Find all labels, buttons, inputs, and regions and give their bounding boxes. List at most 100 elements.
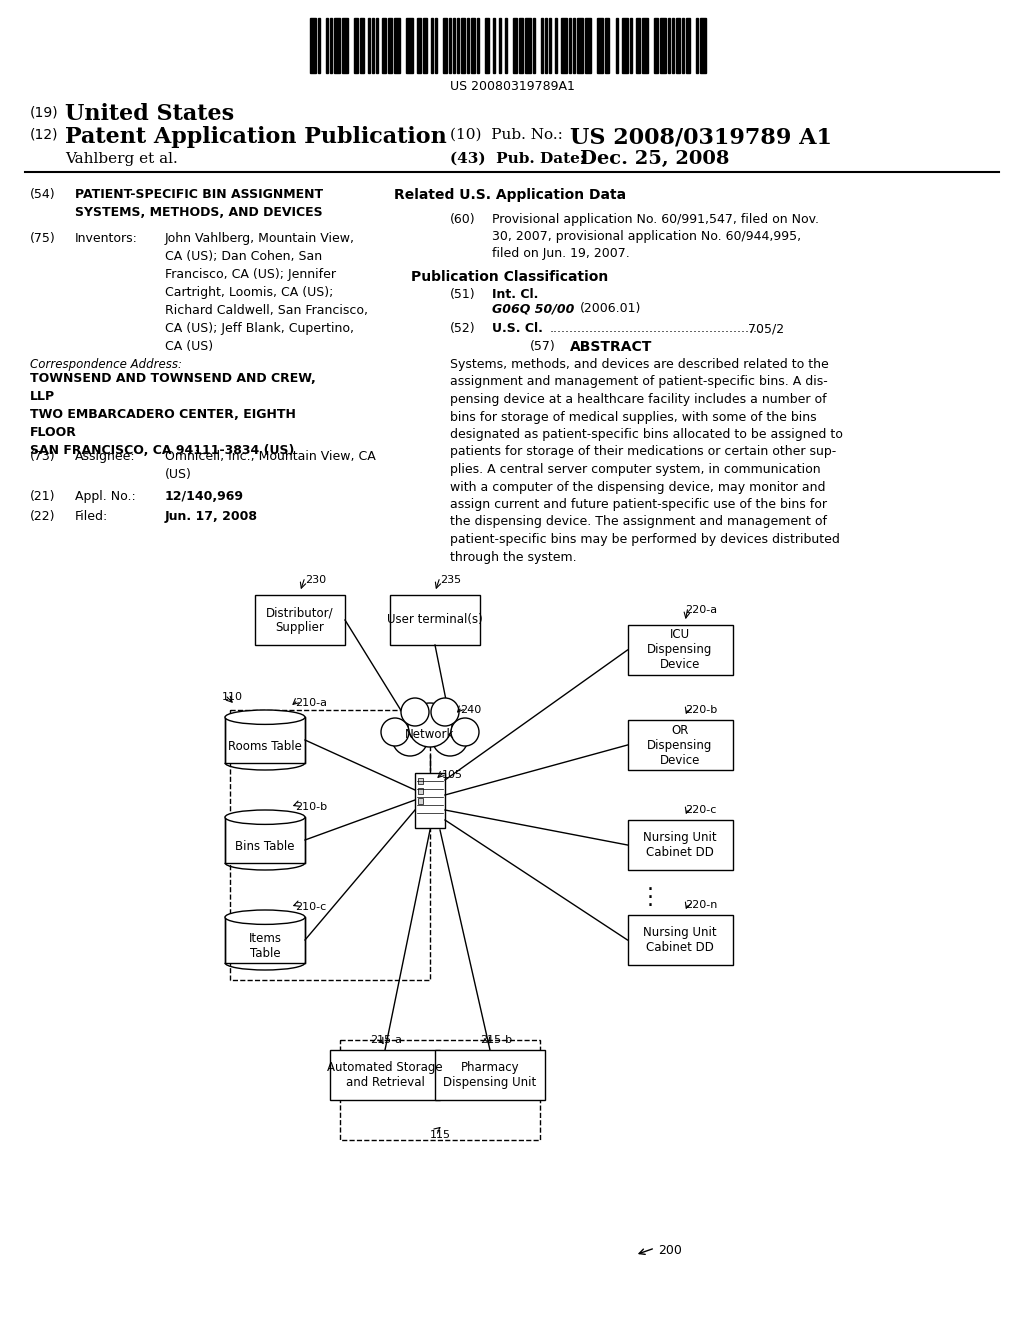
Bar [569, 18, 571, 73]
Bar [493, 18, 495, 73]
Bar [605, 18, 609, 73]
Bar [686, 18, 690, 73]
Bar [597, 18, 603, 73]
Text: Pharmacy
Dispensing Unit: Pharmacy Dispensing Unit [443, 1061, 537, 1089]
Bar [505, 18, 507, 73]
Text: Related U.S. Application Data: Related U.S. Application Data [394, 187, 626, 202]
Text: .: . [646, 883, 653, 903]
Text: Appl. No.:: Appl. No.: [75, 490, 136, 503]
Bar [513, 18, 517, 73]
Bar [642, 18, 648, 73]
Text: 210-b: 210-b [295, 803, 327, 812]
Text: Network: Network [406, 729, 455, 742]
Bar [525, 18, 531, 73]
Text: PATIENT-SPECIFIC BIN ASSIGNMENT
SYSTEMS, METHODS, AND DEVICES: PATIENT-SPECIFIC BIN ASSIGNMENT SYSTEMS,… [75, 187, 324, 219]
FancyBboxPatch shape [225, 717, 305, 763]
Bar [442, 18, 446, 73]
Text: 115: 115 [430, 1130, 451, 1140]
Bar [417, 18, 421, 73]
FancyBboxPatch shape [390, 595, 480, 645]
Text: US 2008/0319789 A1: US 2008/0319789 A1 [570, 125, 831, 148]
Text: 210-a: 210-a [295, 698, 327, 708]
FancyBboxPatch shape [628, 915, 732, 965]
Text: 220-a: 220-a [685, 605, 717, 615]
Bar [326, 18, 328, 73]
Text: .....................................................: ........................................… [550, 322, 762, 335]
Ellipse shape [225, 909, 305, 924]
Bar [334, 18, 340, 73]
Text: (43)  Pub. Date:: (43) Pub. Date: [450, 152, 586, 166]
Text: (60): (60) [450, 213, 475, 226]
FancyBboxPatch shape [225, 917, 305, 962]
Text: 240: 240 [460, 705, 481, 715]
Text: ICU
Dispensing
Device: ICU Dispensing Device [647, 628, 713, 672]
Bar [453, 18, 455, 73]
Text: (10)  Pub. No.:: (10) Pub. No.: [450, 128, 563, 143]
Bar [369, 18, 371, 73]
Text: John Vahlberg, Mountain View,
CA (US); Dan Cohen, San
Francisco, CA (US); Jennif: John Vahlberg, Mountain View, CA (US); D… [165, 232, 368, 352]
Text: 235: 235 [440, 576, 461, 585]
Text: Automated Storage
and Retrieval: Automated Storage and Retrieval [328, 1061, 442, 1089]
Bar [519, 18, 523, 73]
Bar [549, 18, 551, 73]
Text: 220-b: 220-b [685, 705, 717, 715]
Ellipse shape [225, 810, 305, 825]
Circle shape [431, 698, 459, 726]
Bar [485, 18, 488, 73]
Text: 110: 110 [222, 692, 243, 702]
Bar [615, 18, 617, 73]
Text: (73): (73) [30, 450, 55, 463]
Text: Distributor/
Supplier: Distributor/ Supplier [266, 606, 334, 634]
Bar [696, 18, 698, 73]
Text: Filed:: Filed: [75, 510, 109, 523]
Bar [407, 18, 413, 73]
Circle shape [401, 698, 429, 726]
Text: G06Q 50/00: G06Q 50/00 [492, 302, 574, 315]
Bar [682, 18, 684, 73]
Text: 220-n: 220-n [685, 900, 718, 909]
FancyBboxPatch shape [225, 817, 305, 863]
Text: (51): (51) [450, 288, 475, 301]
Bar [573, 18, 575, 73]
Bar [449, 18, 451, 73]
Text: Int. Cl.: Int. Cl. [492, 288, 539, 301]
Bar [700, 18, 706, 73]
Bar [578, 18, 584, 73]
Bar [672, 18, 674, 73]
Text: Bins Table: Bins Table [236, 840, 295, 853]
Text: Nursing Unit
Cabinet DD: Nursing Unit Cabinet DD [643, 832, 717, 859]
Text: Vahlberg et al.: Vahlberg et al. [65, 152, 178, 166]
Bar [653, 18, 657, 73]
Ellipse shape [225, 710, 305, 725]
FancyBboxPatch shape [435, 1049, 545, 1100]
Text: Items
Table: Items Table [249, 932, 282, 960]
Text: OR
Dispensing
Device: OR Dispensing Device [647, 723, 713, 767]
Text: (54): (54) [30, 187, 55, 201]
Bar [534, 18, 536, 73]
Bar [342, 18, 348, 73]
FancyBboxPatch shape [330, 1049, 440, 1100]
Bar [636, 18, 640, 73]
Circle shape [408, 704, 452, 747]
Text: Omnicell, Inc., Mountain View, CA
(US): Omnicell, Inc., Mountain View, CA (US) [165, 450, 376, 480]
Text: (52): (52) [450, 322, 475, 335]
Text: Publication Classification: Publication Classification [412, 271, 608, 284]
Text: 705/2: 705/2 [748, 322, 784, 335]
Text: (22): (22) [30, 510, 55, 523]
Bar [431, 18, 432, 73]
Text: .: . [646, 874, 653, 895]
Bar [471, 18, 475, 73]
Bar [418, 777, 423, 784]
Bar [545, 18, 547, 73]
Text: 220-c: 220-c [685, 805, 717, 814]
Text: (2006.01): (2006.01) [580, 302, 641, 315]
Text: United States: United States [65, 103, 234, 125]
Bar [676, 18, 680, 73]
Bar [499, 18, 501, 73]
Text: (19): (19) [30, 106, 58, 119]
Text: Rooms Table: Rooms Table [228, 739, 302, 752]
FancyBboxPatch shape [628, 719, 732, 770]
Text: Nursing Unit
Cabinet DD: Nursing Unit Cabinet DD [643, 927, 717, 954]
Bar [354, 18, 358, 73]
Bar [555, 18, 557, 73]
